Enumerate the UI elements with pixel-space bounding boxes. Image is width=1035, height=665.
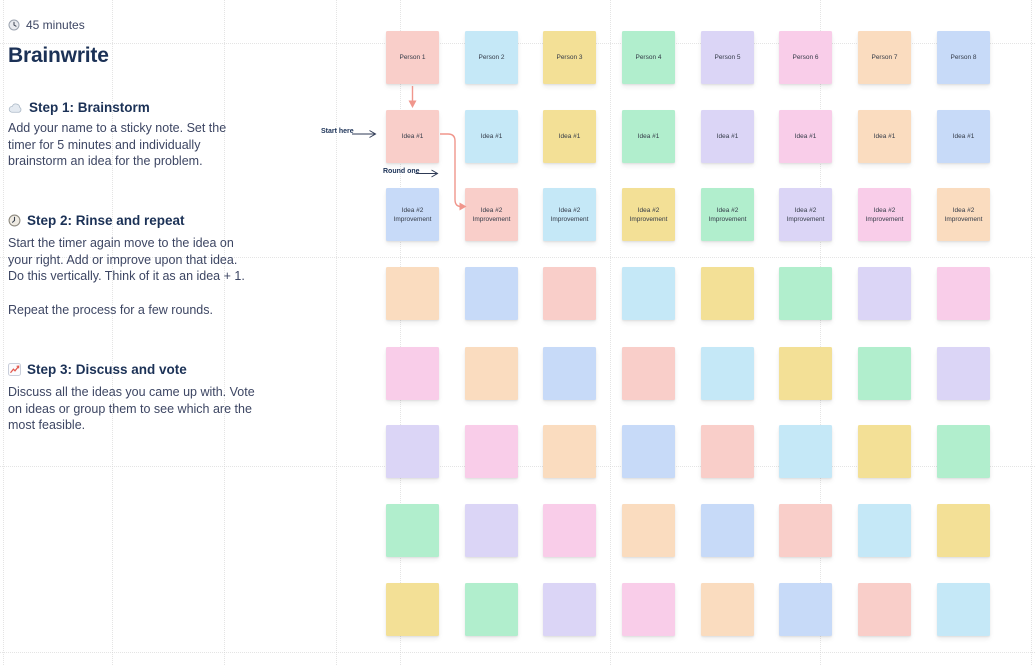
sticky-note[interactable] [937, 267, 990, 320]
clock-icon [8, 19, 20, 31]
step-2-body: Start the timer again move to the idea o… [8, 236, 245, 283]
sticky-note[interactable]: Idea #1 [465, 110, 518, 163]
sticky-note[interactable]: Idea #2 Improvement [543, 188, 596, 241]
sticky-note[interactable] [779, 583, 832, 636]
sticky-note[interactable] [386, 504, 439, 557]
sticky-note[interactable] [858, 425, 911, 478]
sticky-note[interactable]: Idea #2 Improvement [779, 188, 832, 241]
sticky-note[interactable] [622, 425, 675, 478]
sticky-note[interactable] [858, 583, 911, 636]
step-1-heading: Step 1: Brainstorm [8, 100, 150, 115]
sticky-note[interactable] [386, 347, 439, 400]
sticky-note[interactable] [543, 425, 596, 478]
sticky-note[interactable]: Person 1 [386, 31, 439, 84]
sticky-note[interactable]: Idea #1 [543, 110, 596, 163]
sticky-note[interactable] [937, 583, 990, 636]
sticky-note[interactable] [779, 425, 832, 478]
sticky-note[interactable]: Idea #1 [937, 110, 990, 163]
sticky-note[interactable]: Person 4 [622, 31, 675, 84]
sticky-note[interactable] [701, 267, 754, 320]
sticky-note[interactable]: Idea #2 Improvement [465, 188, 518, 241]
sticky-note[interactable]: Idea #2 Improvement [386, 188, 439, 241]
sticky-note[interactable] [779, 504, 832, 557]
step-3-body: Discuss all the ideas you came up with. … [8, 385, 255, 432]
sticky-note[interactable] [386, 267, 439, 320]
sticky-note[interactable]: Idea #1 [386, 110, 439, 163]
sticky-note[interactable]: Idea #2 Improvement [937, 188, 990, 241]
step-2-body-2: Repeat the process for a few rounds. [8, 303, 213, 317]
timer: 45 minutes [8, 18, 85, 32]
sticky-note[interactable] [937, 347, 990, 400]
grid-line [400, 0, 401, 665]
sticky-note[interactable]: Person 3 [543, 31, 596, 84]
step-1-body: Add your name to a sticky note. Set the … [8, 121, 227, 168]
grid-line [610, 0, 611, 665]
grid-line [820, 0, 821, 665]
start-here-arrow [352, 130, 377, 138]
sticky-note[interactable] [543, 504, 596, 557]
sticky-note[interactable] [858, 347, 911, 400]
sticky-note[interactable] [386, 425, 439, 478]
sticky-note[interactable]: Idea #2 Improvement [858, 188, 911, 241]
person-to-idea-arrow [408, 86, 417, 108]
start-here-label: Start here [321, 128, 354, 135]
page-title: Brainwrite [8, 44, 109, 67]
sticky-note[interactable] [465, 425, 518, 478]
sticky-note[interactable]: Person 5 [701, 31, 754, 84]
sticky-note[interactable] [386, 583, 439, 636]
clock-icon [8, 214, 21, 227]
sticky-note[interactable]: Idea #1 [701, 110, 754, 163]
sticky-note[interactable] [779, 347, 832, 400]
sticky-note[interactable] [858, 504, 911, 557]
grid-line [224, 0, 225, 665]
grid-line [3, 0, 4, 665]
grid-line [336, 0, 337, 665]
cloud-icon [8, 103, 22, 113]
sticky-note[interactable] [937, 425, 990, 478]
chart-increasing-icon [8, 363, 21, 376]
idea-to-improvement-arrow [440, 133, 467, 211]
sticky-note[interactable] [701, 583, 754, 636]
sticky-note[interactable] [701, 425, 754, 478]
sticky-note[interactable]: Person 8 [937, 31, 990, 84]
sticky-note[interactable] [937, 504, 990, 557]
sticky-note[interactable] [465, 347, 518, 400]
grid-line [0, 652, 1035, 653]
step-2-heading: Step 2: Rinse and repeat [8, 213, 185, 228]
sticky-note[interactable] [543, 583, 596, 636]
sticky-note[interactable]: Person 7 [858, 31, 911, 84]
sticky-note[interactable]: Idea #1 [622, 110, 675, 163]
sticky-note[interactable] [465, 504, 518, 557]
sticky-note[interactable] [622, 583, 675, 636]
sticky-note[interactable]: Person 6 [779, 31, 832, 84]
step-3-heading: Step 3: Discuss and vote [8, 362, 187, 377]
sticky-note[interactable] [465, 267, 518, 320]
sticky-note[interactable] [622, 347, 675, 400]
sticky-note[interactable]: Idea #1 [858, 110, 911, 163]
sticky-note[interactable]: Idea #2 Improvement [701, 188, 754, 241]
sticky-note[interactable]: Idea #1 [779, 110, 832, 163]
sticky-note[interactable] [858, 267, 911, 320]
round-one-label: Round one [383, 168, 420, 175]
grid-line [1031, 0, 1032, 665]
sticky-note[interactable] [701, 504, 754, 557]
sticky-note[interactable] [622, 267, 675, 320]
sticky-note[interactable] [701, 347, 754, 400]
sticky-note[interactable]: Idea #2 Improvement [622, 188, 675, 241]
sticky-note[interactable] [543, 347, 596, 400]
sticky-note[interactable] [543, 267, 596, 320]
sticky-note[interactable] [465, 583, 518, 636]
sticky-note[interactable] [779, 267, 832, 320]
sticky-note[interactable] [622, 504, 675, 557]
timer-label: 45 minutes [26, 18, 85, 32]
sticky-note[interactable]: Person 2 [465, 31, 518, 84]
